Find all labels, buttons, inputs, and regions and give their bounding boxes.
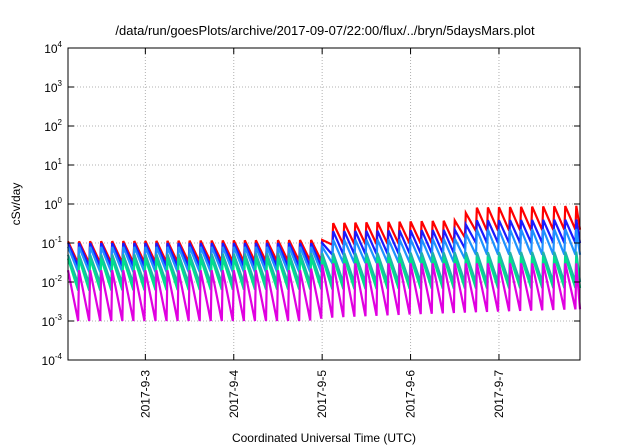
y-tick-label: 104: [44, 40, 62, 56]
x-tick-label: 2017-9-4: [227, 370, 241, 418]
y-tick-label: 101: [44, 157, 62, 173]
x-tick-label: 2017-9-6: [404, 370, 418, 418]
y-tick-label: 10-4: [42, 352, 63, 368]
x-tick-label: 2017-9-5: [315, 370, 329, 418]
y-tick-label: 103: [44, 79, 62, 95]
axes: 10-4 10-3 10-2 10-1 100 101 102 103 104 2017-9-3 2…: [42, 40, 580, 418]
series-line-6: [66, 263, 582, 322]
y-tick-label: 100: [44, 196, 62, 212]
x-tick-label: 2017-9-7: [492, 370, 506, 418]
y-tick-label: 10-1: [42, 235, 63, 251]
x-tick-label: 2017-9-3: [138, 370, 152, 418]
y-axis-label: cSv/day: [9, 183, 23, 226]
y-tick-label: 10-3: [42, 313, 63, 329]
y-tick-label: 10-2: [42, 274, 63, 290]
series-group: [66, 205, 582, 322]
y-tick-label: 102: [44, 118, 62, 134]
chart-title: /data/run/goesPlots/archive/2017-09-07/2…: [115, 23, 535, 38]
x-axis-label: Coordinated Universal Time (UTC): [232, 431, 416, 445]
